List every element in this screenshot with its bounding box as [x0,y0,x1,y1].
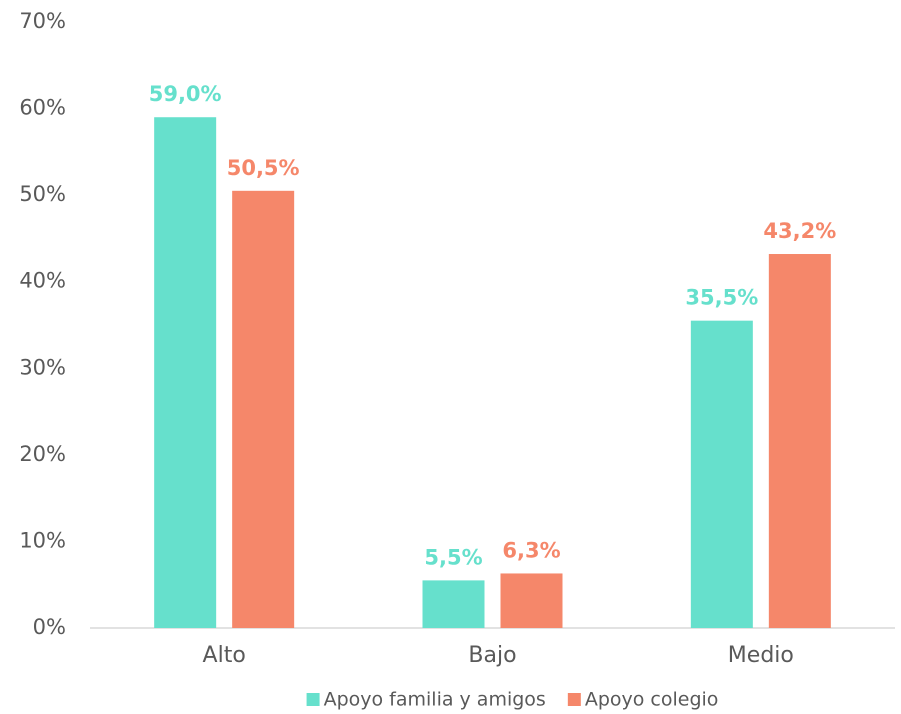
y-tick-label: 0% [33,615,66,639]
y-tick-label: 10% [19,528,66,552]
legend: Apoyo familia y amigos Apoyo colegio [306,689,719,711]
bar [154,117,217,628]
x-tick-label: Alto [203,643,246,668]
value-label: 6,3% [502,538,560,562]
y-tick-label: 50% [19,182,66,206]
value-label: 50,5% [227,156,300,180]
bar [422,580,485,628]
bar [232,190,295,629]
legend-swatch [567,693,581,706]
bar [690,320,753,628]
y-tick-label: 20% [19,442,66,466]
x-tick-label: Medio [728,643,794,668]
legend-swatch [306,693,320,706]
value-label: 5,5% [424,545,482,569]
legend-label: Apoyo colegio [585,689,719,711]
y-tick-label: 30% [19,355,66,379]
value-label: 35,5% [685,286,758,310]
y-tick-label: 60% [19,96,66,120]
legend-label: Apoyo familia y amigos [324,689,546,711]
bar [500,573,563,628]
bar [768,254,831,629]
y-tick-label: 70% [19,9,66,33]
value-label: 43,2% [763,219,836,243]
x-tick-label: Bajo [468,643,516,668]
y-tick-label: 40% [19,269,66,293]
value-label: 59,0% [149,82,222,106]
